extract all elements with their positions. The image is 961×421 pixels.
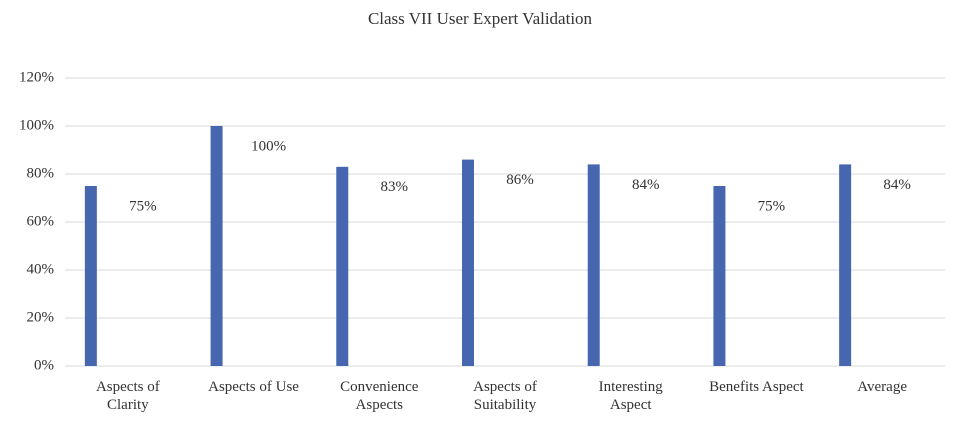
bar xyxy=(462,159,474,366)
x-tick-label: Aspects of Suitability xyxy=(473,379,537,413)
data-label: 86% xyxy=(506,172,534,188)
data-label: 75% xyxy=(129,198,157,214)
data-label: 84% xyxy=(632,177,660,193)
bar xyxy=(839,164,852,366)
x-tick-label: Aspects of Clarity xyxy=(95,379,160,413)
bar xyxy=(713,186,726,366)
bar xyxy=(210,126,223,366)
y-tick-label: 40% xyxy=(27,261,55,277)
x-tick-label: Benefits Aspect xyxy=(709,379,804,395)
x-tick-label: Interesting Aspect xyxy=(598,379,663,413)
x-tick-label: Average xyxy=(857,379,907,395)
y-tick-label: 20% xyxy=(27,309,55,325)
bar xyxy=(587,164,600,366)
x-tick-label: Aspects of Use xyxy=(208,379,299,395)
y-tick-label: 0% xyxy=(34,357,54,373)
y-tick-label: 120% xyxy=(19,69,54,85)
x-tick-label: Convenience Aspects xyxy=(340,379,419,413)
bar xyxy=(84,186,97,366)
data-label: 75% xyxy=(758,198,786,214)
y-tick-label: 60% xyxy=(27,213,55,229)
bar xyxy=(336,166,349,366)
y-tick-label: 80% xyxy=(27,165,55,181)
data-label: 84% xyxy=(883,177,911,193)
data-label: 100% xyxy=(251,138,286,154)
chart-title: Class VII User Expert Validation xyxy=(368,9,593,28)
y-tick-label: 100% xyxy=(19,117,54,133)
data-label: 83% xyxy=(381,179,409,195)
